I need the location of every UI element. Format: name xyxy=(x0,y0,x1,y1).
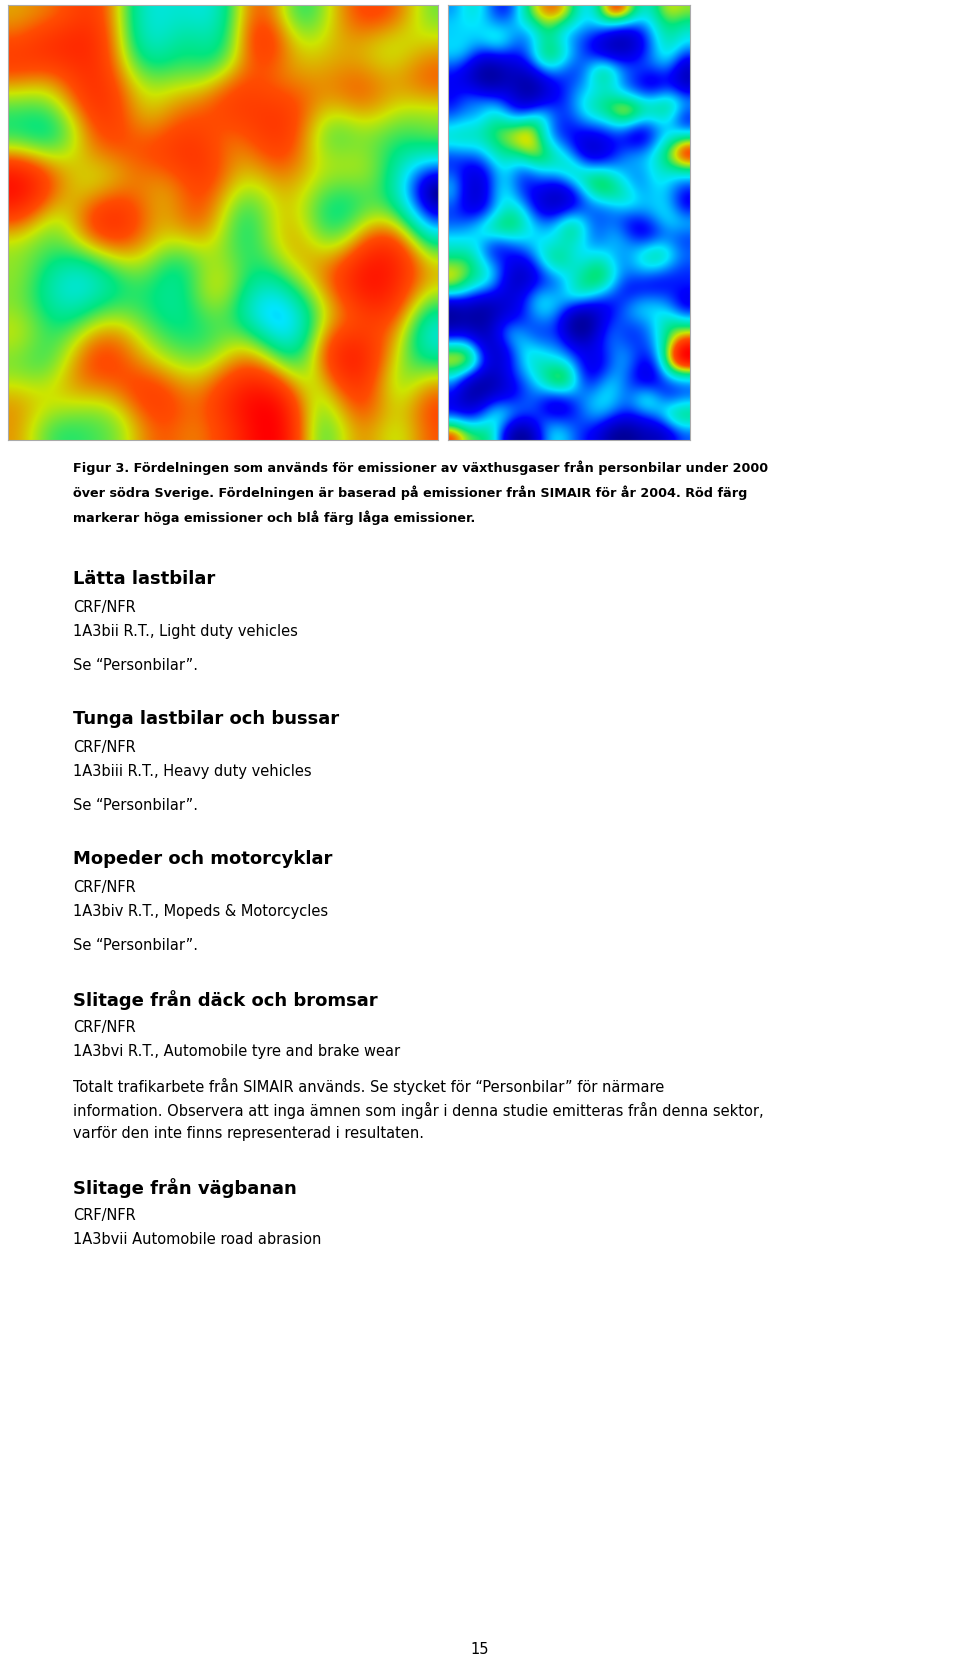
Text: Mopeder och motorcyklar: Mopeder och motorcyklar xyxy=(73,850,332,869)
Text: Se “Personbilar”.: Se “Personbilar”. xyxy=(73,657,198,672)
Text: varför den inte finns representerad i resultaten.: varför den inte finns representerad i re… xyxy=(73,1127,424,1142)
Text: Se “Personbilar”.: Se “Personbilar”. xyxy=(73,938,198,953)
Text: Se “Personbilar”.: Se “Personbilar”. xyxy=(73,799,198,814)
Text: markerar höga emissioner och blå färg låga emissioner.: markerar höga emissioner och blå färg lå… xyxy=(73,509,475,524)
Text: CRF/NFR: CRF/NFR xyxy=(73,601,135,616)
Text: Lätta lastbilar: Lätta lastbilar xyxy=(73,571,215,587)
Text: Figur 3. Fördelningen som används för emissioner av växthusgaser från personbila: Figur 3. Fördelningen som används för em… xyxy=(73,459,768,474)
Text: Slitage från vägbanan: Slitage från vägbanan xyxy=(73,1178,297,1198)
Text: information. Observera att inga ämnen som ingår i denna studie emitteras från de: information. Observera att inga ämnen so… xyxy=(73,1102,763,1118)
Text: CRF/NFR: CRF/NFR xyxy=(73,1208,135,1223)
Text: 1A3biii R.T., Heavy duty vehicles: 1A3biii R.T., Heavy duty vehicles xyxy=(73,764,312,779)
Text: Tunga lastbilar och bussar: Tunga lastbilar och bussar xyxy=(73,711,339,729)
Text: 1A3bvii Automobile road abrasion: 1A3bvii Automobile road abrasion xyxy=(73,1231,322,1246)
Text: 1A3biv R.T., Mopeds & Motorcycles: 1A3biv R.T., Mopeds & Motorcycles xyxy=(73,904,328,919)
Text: CRF/NFR: CRF/NFR xyxy=(73,1020,135,1035)
Text: 1A3bii R.T., Light duty vehicles: 1A3bii R.T., Light duty vehicles xyxy=(73,624,298,639)
Text: Totalt trafikarbete från SIMAIR används. Se stycket för “Personbilar” för närmar: Totalt trafikarbete från SIMAIR används.… xyxy=(73,1078,664,1095)
Text: 1A3bvi R.T., Automobile tyre and brake wear: 1A3bvi R.T., Automobile tyre and brake w… xyxy=(73,1043,400,1058)
Text: Slitage från däck och bromsar: Slitage från däck och bromsar xyxy=(73,990,377,1010)
Text: CRF/NFR: CRF/NFR xyxy=(73,880,135,895)
Text: 15: 15 xyxy=(470,1642,490,1657)
Text: över södra Sverige. Fördelningen är baserad på emissioner från SIMAIR för år 200: över södra Sverige. Fördelningen är base… xyxy=(73,484,748,499)
Text: CRF/NFR: CRF/NFR xyxy=(73,740,135,755)
